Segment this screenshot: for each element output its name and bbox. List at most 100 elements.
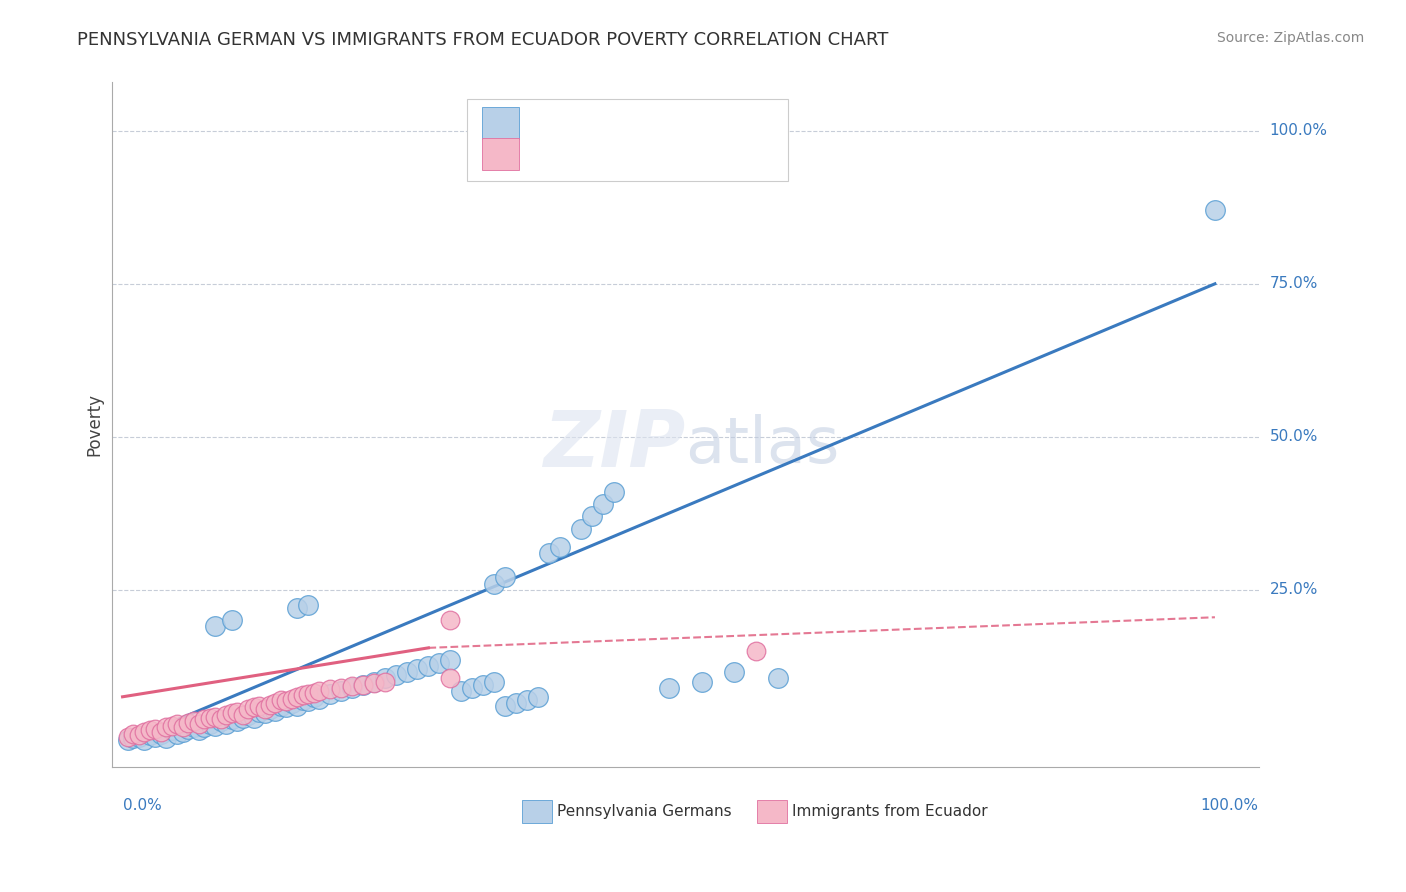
FancyBboxPatch shape: [482, 107, 519, 139]
Point: [439, 613, 461, 627]
Point: [482, 674, 505, 689]
Point: [285, 601, 308, 615]
Point: [204, 718, 226, 732]
Point: [363, 675, 385, 690]
Point: [352, 677, 374, 691]
Point: [139, 728, 162, 742]
Point: [117, 730, 139, 744]
Point: [259, 698, 281, 712]
Point: [232, 711, 254, 725]
Point: [319, 681, 342, 696]
Point: [270, 693, 292, 707]
Point: [247, 705, 270, 719]
Point: [352, 677, 374, 691]
Point: [134, 724, 156, 739]
Text: ZIP: ZIP: [543, 407, 685, 483]
Point: [177, 716, 200, 731]
Point: [198, 717, 221, 731]
Point: [215, 717, 238, 731]
FancyBboxPatch shape: [522, 800, 553, 823]
Point: [526, 690, 548, 704]
Point: [439, 653, 461, 667]
Point: [384, 668, 406, 682]
Point: [330, 683, 353, 698]
Point: [238, 708, 260, 723]
Point: [242, 711, 264, 725]
Point: [302, 685, 325, 699]
Point: [242, 700, 264, 714]
Point: [226, 705, 249, 719]
Point: [302, 690, 325, 704]
Text: 100.0%: 100.0%: [1270, 123, 1327, 138]
Point: [297, 687, 319, 701]
Point: [188, 723, 211, 738]
Text: 75.0%: 75.0%: [1270, 277, 1317, 292]
Point: [155, 731, 177, 745]
Point: [149, 726, 172, 740]
Point: [143, 730, 166, 744]
Text: 50.0%: 50.0%: [1270, 429, 1317, 444]
Point: [247, 698, 270, 713]
Text: 100.0%: 100.0%: [1201, 797, 1258, 813]
Point: [482, 576, 505, 591]
Point: [581, 509, 603, 524]
Point: [363, 674, 385, 689]
Point: [264, 704, 287, 718]
Point: [505, 696, 527, 710]
Point: [418, 659, 440, 673]
Point: [548, 540, 571, 554]
Text: Immigrants from Ecuador: Immigrants from Ecuador: [792, 805, 987, 819]
Point: [569, 522, 592, 536]
Text: Source: ZipAtlas.com: Source: ZipAtlas.com: [1216, 31, 1364, 45]
Text: N = 45: N = 45: [662, 146, 716, 161]
Point: [122, 731, 145, 745]
Y-axis label: Poverty: Poverty: [86, 393, 103, 456]
Text: 0.0%: 0.0%: [122, 797, 162, 813]
Text: 25.0%: 25.0%: [1270, 582, 1317, 598]
Point: [183, 720, 205, 734]
Point: [221, 713, 243, 727]
Point: [172, 720, 194, 734]
Point: [340, 680, 363, 694]
Point: [276, 694, 298, 708]
Point: [122, 726, 145, 740]
Point: [209, 713, 232, 727]
Point: [472, 677, 495, 691]
Point: [204, 619, 226, 633]
Point: [319, 687, 342, 701]
FancyBboxPatch shape: [482, 138, 519, 169]
Point: [166, 726, 188, 740]
Point: [276, 700, 298, 714]
Point: [592, 497, 614, 511]
Point: [603, 484, 626, 499]
Point: [253, 702, 276, 716]
Point: [766, 672, 789, 686]
Point: [374, 674, 396, 689]
Point: [128, 730, 150, 744]
Text: Pennsylvania Germans: Pennsylvania Germans: [557, 805, 731, 819]
Point: [450, 683, 472, 698]
Point: [374, 672, 396, 686]
Text: R = 0.070: R = 0.070: [529, 146, 605, 161]
Point: [160, 718, 183, 732]
Point: [285, 698, 308, 713]
Point: [253, 706, 276, 721]
Point: [658, 681, 681, 695]
Text: R = 0.603: R = 0.603: [529, 116, 605, 130]
Point: [494, 698, 516, 713]
Point: [285, 690, 308, 704]
Point: [516, 693, 538, 707]
Point: [1204, 203, 1226, 218]
Point: [259, 702, 281, 716]
Point: [427, 656, 450, 670]
Point: [166, 717, 188, 731]
Point: [204, 710, 226, 724]
Point: [198, 711, 221, 725]
Point: [139, 723, 162, 738]
Point: [308, 683, 330, 698]
Point: [461, 681, 484, 695]
Point: [690, 674, 713, 689]
Text: PENNSYLVANIA GERMAN VS IMMIGRANTS FROM ECUADOR POVERTY CORRELATION CHART: PENNSYLVANIA GERMAN VS IMMIGRANTS FROM E…: [77, 31, 889, 49]
Point: [291, 693, 314, 707]
Point: [291, 688, 314, 702]
